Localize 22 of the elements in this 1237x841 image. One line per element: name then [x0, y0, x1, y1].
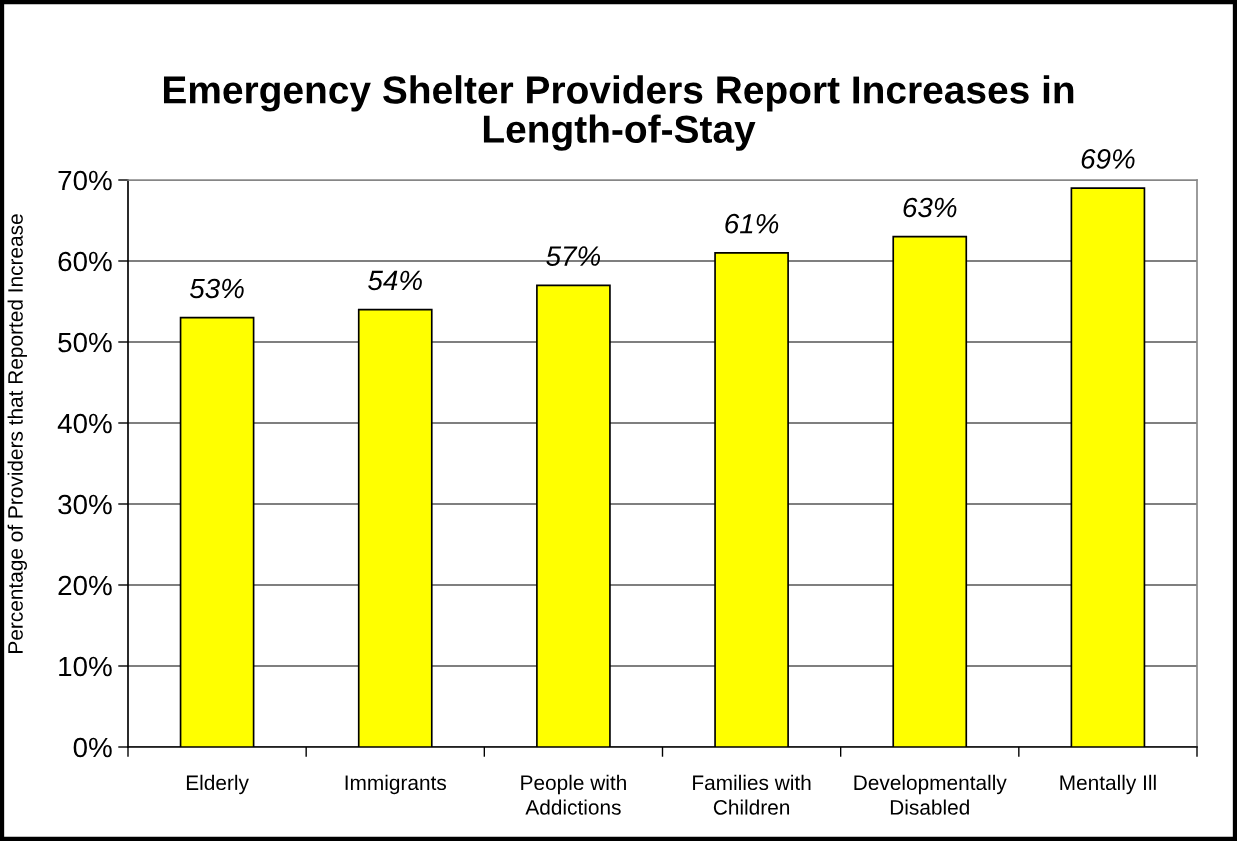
y-tick-label: 40% [57, 413, 112, 434]
y-tick-label: 60% [58, 251, 112, 272]
y-axis-title: Percentage of Providers that Reported Increase [7, 214, 27, 653]
x-tick-label: Immigrants [345, 774, 447, 795]
x-tick-label: Developmentally Disabled [854, 774, 1007, 815]
data-label: 54% [368, 270, 422, 291]
data-label: 69% [1081, 149, 1135, 169]
y-tick-label: 10% [59, 656, 112, 677]
y-tick-label: 20% [58, 575, 112, 596]
x-tick-label: Families with Children [693, 774, 811, 815]
data-label: 53% [189, 278, 244, 299]
x-tick-label: Mentally Ill [1060, 774, 1156, 795]
data-label: 63% [903, 197, 957, 218]
data-label: 57% [546, 246, 601, 266]
x-tick-label: Elderly [186, 774, 249, 795]
x-tick-label: People with Addictions [521, 774, 626, 815]
data-label: 61% [725, 213, 779, 234]
y-tick-label: 30% [58, 494, 112, 515]
y-tick-label: 70% [58, 170, 112, 191]
y-tick-label: 0% [73, 737, 112, 758]
y-tick-label: 50% [58, 332, 112, 353]
chart-title: Emergency Shelter Providers Report Increases in Length-of-Stay [163, 75, 1074, 151]
